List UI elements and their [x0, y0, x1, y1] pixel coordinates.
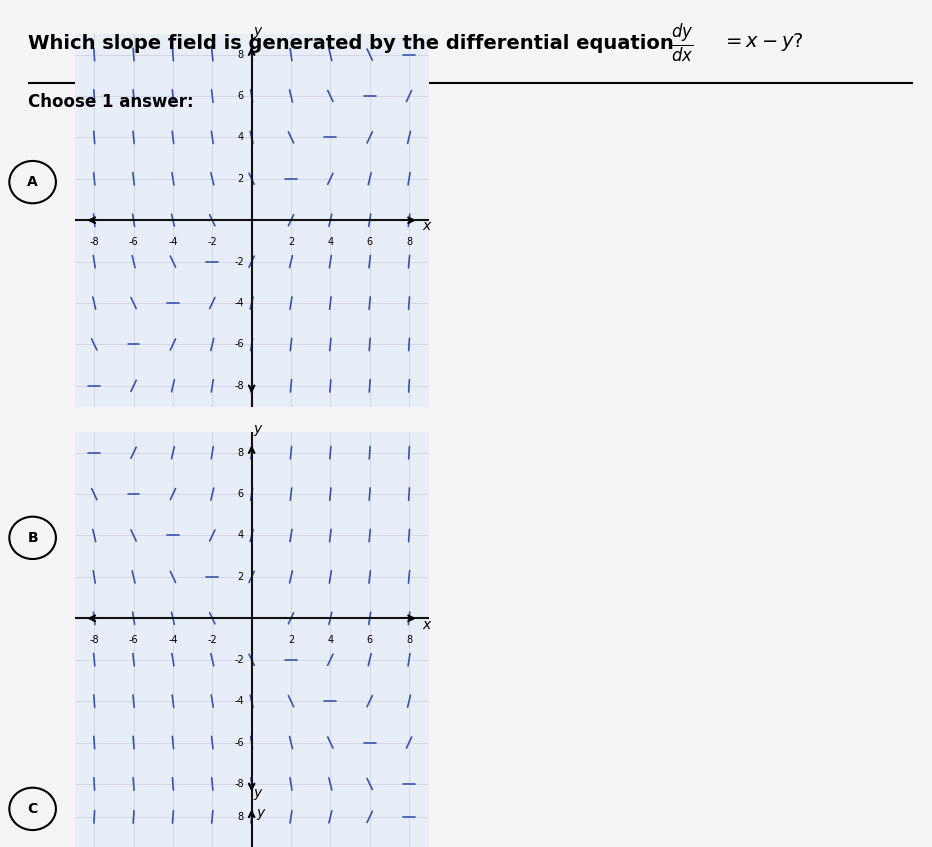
Text: $= x - y?$: $= x - y?$: [722, 31, 804, 53]
Text: -8: -8: [89, 635, 99, 645]
Text: -6: -6: [234, 738, 244, 748]
Text: 6: 6: [366, 635, 373, 645]
Text: -8: -8: [234, 381, 244, 390]
Text: -4: -4: [168, 635, 178, 645]
Text: 8: 8: [406, 635, 412, 645]
Text: y: y: [254, 422, 262, 436]
Text: A: A: [27, 175, 38, 189]
Text: C: C: [28, 802, 37, 816]
Text: -2: -2: [208, 237, 217, 246]
Text: 6: 6: [238, 489, 244, 499]
Text: 2: 2: [288, 635, 295, 645]
Text: -2: -2: [234, 655, 244, 665]
Text: -4: -4: [234, 298, 244, 308]
Text: 2: 2: [238, 572, 244, 582]
Text: Choose 1 answer:: Choose 1 answer:: [28, 93, 194, 111]
Text: -8: -8: [89, 237, 99, 246]
Text: Which slope field is generated by the differential equation: Which slope field is generated by the di…: [28, 34, 674, 53]
Text: 8: 8: [406, 237, 412, 246]
Text: 2: 2: [288, 237, 295, 246]
Text: -4: -4: [234, 696, 244, 706]
Text: y: y: [257, 806, 265, 820]
Text: -6: -6: [129, 237, 138, 246]
Text: 4: 4: [238, 530, 244, 540]
Text: y: y: [254, 786, 262, 800]
Text: -2: -2: [234, 257, 244, 267]
Text: 2: 2: [238, 174, 244, 184]
Text: 8: 8: [238, 812, 244, 822]
Text: B: B: [27, 531, 38, 545]
Text: x: x: [423, 617, 432, 632]
Text: y: y: [254, 24, 262, 38]
Text: 8: 8: [238, 50, 244, 59]
Text: x: x: [423, 219, 432, 234]
Text: -8: -8: [234, 779, 244, 789]
Text: 4: 4: [327, 635, 334, 645]
Text: -6: -6: [129, 635, 138, 645]
Text: 8: 8: [238, 448, 244, 457]
Text: -4: -4: [168, 237, 178, 246]
Text: 6: 6: [238, 91, 244, 101]
Text: 6: 6: [366, 237, 373, 246]
Text: 4: 4: [327, 237, 334, 246]
Text: 4: 4: [238, 132, 244, 142]
Text: -2: -2: [208, 635, 217, 645]
Text: $\frac{dy}{dx}$: $\frac{dy}{dx}$: [671, 21, 693, 64]
Text: -6: -6: [234, 340, 244, 350]
